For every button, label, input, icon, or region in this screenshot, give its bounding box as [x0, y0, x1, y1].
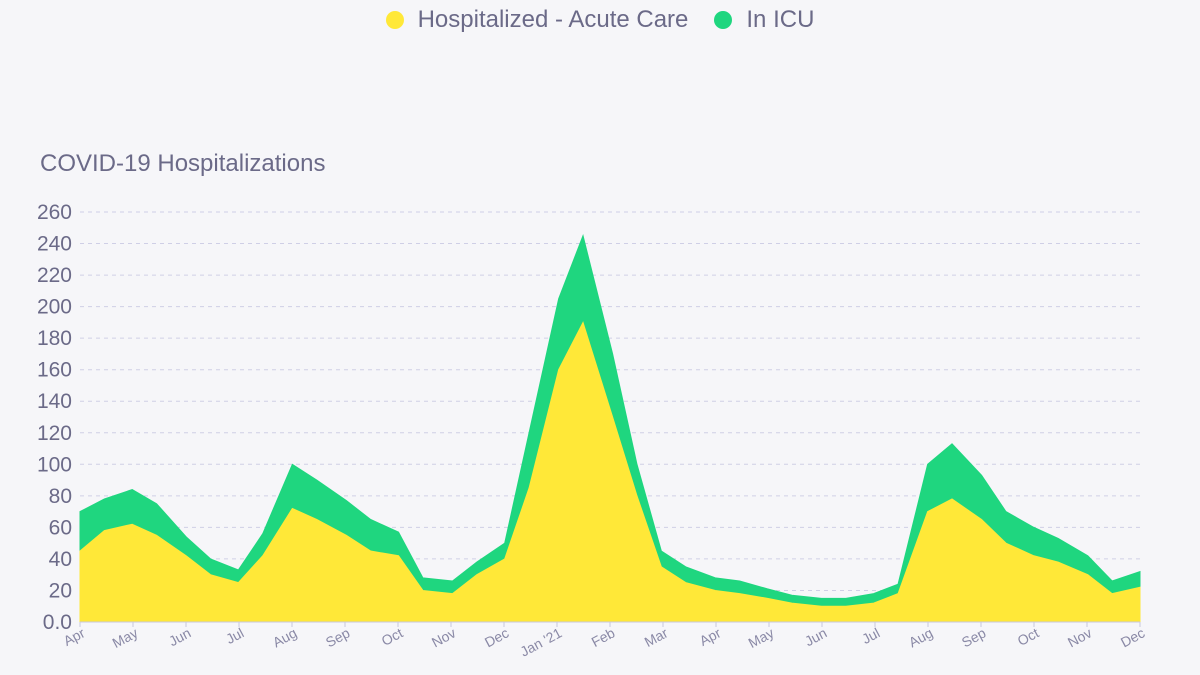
- y-tick-label: 240: [37, 233, 72, 256]
- x-tick-label: Jan '21: [517, 624, 564, 659]
- x-tick-label: Sep: [959, 624, 989, 650]
- x-tick-label: Nov: [429, 625, 459, 651]
- legend-item-icu[interactable]: In ICU: [714, 6, 814, 34]
- legend-label-icu: In ICU: [746, 6, 815, 33]
- legend-swatch-acute-care: [385, 11, 404, 29]
- y-tick-label: 20: [49, 579, 72, 602]
- y-tick-label: 200: [37, 296, 72, 319]
- y-tick-label: 60: [49, 516, 72, 539]
- chart-legend: Hospitalized - Acute Care In ICU: [0, 0, 1200, 40]
- y-tick-label: 120: [37, 422, 72, 445]
- y-tick-label: 0.0: [43, 611, 72, 634]
- y-tick-label: 180: [37, 327, 72, 350]
- x-tick-label: Sep: [323, 624, 353, 650]
- x-tick-label: Feb: [589, 624, 618, 650]
- legend-swatch-icu: [714, 11, 733, 29]
- x-tick-label: May: [110, 625, 141, 652]
- chart-title: COVID-19 Hospitalizations: [40, 150, 326, 177]
- x-tick-label: Jun: [802, 625, 829, 650]
- x-tick-label: Aug: [270, 625, 300, 651]
- y-tick-label: 100: [37, 453, 72, 476]
- y-tick-label: 220: [37, 264, 72, 287]
- legend-label-acute-care: Hospitalized - Acute Care: [417, 6, 689, 33]
- x-tick-label: Apr: [697, 624, 724, 649]
- x-tick-label: Dec: [1118, 625, 1148, 651]
- x-tick-label: Dec: [482, 625, 512, 651]
- y-tick-label: 260: [37, 201, 72, 224]
- x-tick-label: Oct: [379, 624, 406, 648]
- x-tick-label: Aug: [906, 625, 936, 651]
- x-tick-label: Jul: [859, 625, 882, 648]
- y-tick-label: 160: [37, 359, 72, 382]
- y-tick-label: 80: [49, 485, 72, 508]
- x-tick-label: Jul: [223, 625, 246, 648]
- x-tick-label: Oct: [1015, 624, 1042, 648]
- x-tick-label: Nov: [1065, 625, 1095, 651]
- x-tick-label: May: [746, 625, 777, 652]
- x-tick-label: Jun: [166, 625, 193, 650]
- x-tick-label: Mar: [642, 624, 671, 650]
- y-tick-label: 140: [37, 390, 72, 413]
- y-tick-label: 40: [49, 548, 72, 571]
- legend-item-acute-care[interactable]: Hospitalized - Acute Care: [385, 6, 689, 34]
